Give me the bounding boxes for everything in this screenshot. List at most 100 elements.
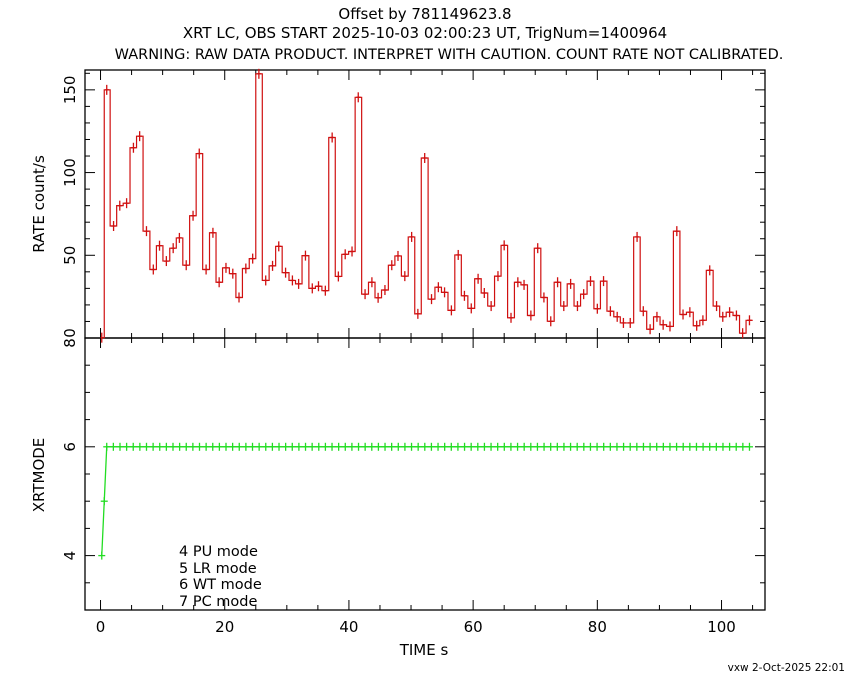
mode-data-point [149,442,157,451]
rate-data-point [356,92,361,103]
mode-data-point [123,442,131,451]
rate-data-point [601,276,606,287]
rate-data-point [137,131,143,142]
mode-data-point [229,442,237,451]
rate-data-point [541,292,547,303]
mode-data-point [447,442,455,451]
rate-data-point [329,132,335,143]
xlabel: TIME s [399,641,449,659]
title-line-2: XRT LC, OBS START 2025-10-03 02:00:23 UT… [183,24,667,42]
mode-data-point [142,442,150,451]
mode-data-point [162,442,170,451]
rate-data-point [488,301,494,312]
top-y-tick-label: 150 [61,76,79,105]
rate-data-point [309,283,315,294]
rate-data-point [674,226,679,237]
top-ylabel: RATE count/s [30,155,48,253]
rate-data-point [283,267,288,278]
rate-data-point [700,315,706,326]
rate-data-point [415,308,421,319]
rate-data-point [482,288,487,299]
mode-line [101,446,750,556]
x-tick-label: 20 [215,618,234,636]
mode-data-point [633,442,641,451]
rate-data-point [369,277,375,288]
mode-data-point [282,442,290,451]
mode-data-point [620,442,628,451]
rate-data-point [223,262,229,273]
rate-data-point [654,311,660,322]
rate-data-point [124,198,130,209]
rate-data-point [667,321,673,332]
top-y-tick-label: 0 [61,328,79,338]
mode-data-point [401,442,409,451]
rate-data-point [515,277,520,288]
rate-data-point [243,263,249,274]
mode-data-point [573,442,581,451]
rate-data-point [694,320,699,331]
rate-data-point [157,240,162,251]
mode-data-point [567,442,575,451]
rate-data-point [442,287,447,298]
rate-data-point [468,303,474,314]
rate-data-point [734,310,739,321]
mode-data-point [262,442,270,451]
rate-data-point [614,311,620,322]
mode-data-point [659,442,667,451]
mode-data-point [222,442,230,451]
rate-data-point [336,271,341,282]
rate-data-point [647,324,653,335]
rate-data-point [303,250,308,261]
mode-data-point [646,442,654,451]
rate-data-point [707,265,713,276]
rate-data-point [316,281,321,292]
rate-data-point [422,153,428,164]
rate-data-point [680,309,686,320]
bottom-ylabel: XRTMODE [30,438,48,513]
mode-data-point [593,442,601,451]
mode-data-point [467,442,475,451]
mode-data-point [480,442,488,451]
rate-data-point [588,276,593,287]
rate-data-point [402,271,408,282]
rate-data-point [521,279,527,290]
mode-data-point [673,442,681,451]
rate-data-point [495,271,501,282]
mode-data-point [613,442,621,451]
mode-data-point [706,442,714,451]
rate-data-point [687,307,693,318]
rate-data-point [429,294,434,305]
rate-data-point [342,249,348,260]
rate-data-point [555,277,560,288]
rate-data-point [747,315,752,326]
rate-data-point [462,290,467,301]
rate-data-point [409,231,414,242]
mode-data-point [474,442,482,451]
legend-item: 4 PU mode [179,544,258,560]
rate-data-point [183,260,189,271]
mode-data-point [335,442,343,451]
rate-data-point [548,316,554,327]
rate-data-point [150,264,156,275]
rate-data-point [535,243,540,254]
rate-data-point [382,285,388,296]
mode-data-point [381,442,389,451]
rate-data-point [455,249,461,260]
mode-data-point [553,442,561,451]
rate-data-point [101,332,104,343]
mode-data-point [626,442,634,451]
mode-data-point [315,442,323,451]
mode-data-point [679,442,687,451]
rate-data-point [190,210,196,221]
mode-data-point [242,442,250,451]
mode-data-point [288,442,296,451]
rate-data-point [634,231,640,242]
x-tick-label: 40 [339,618,358,636]
mode-data-point [606,442,614,451]
rate-data-point [568,278,574,289]
rate-data-point [740,328,746,339]
rate-data-point [435,282,441,293]
mode-data-point [527,442,535,451]
